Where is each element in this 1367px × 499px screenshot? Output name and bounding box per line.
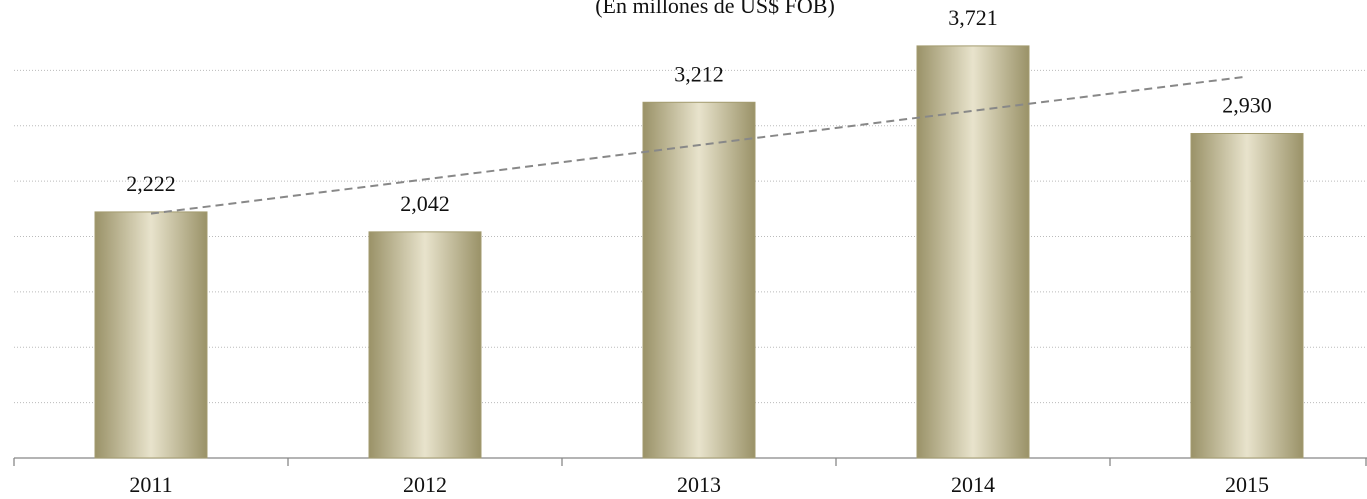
data-label: 2,222 (126, 171, 176, 196)
data-label: 3,212 (674, 61, 724, 86)
x-tick-label: 2011 (129, 472, 172, 497)
x-tick-label: 2013 (677, 472, 721, 497)
x-tick-label: 2015 (1225, 472, 1269, 497)
x-tick-label: 2014 (951, 472, 995, 497)
data-label: 2,930 (1222, 93, 1272, 118)
data-label: 3,721 (948, 5, 998, 30)
bar (642, 101, 756, 459)
bar (1190, 133, 1304, 459)
bar (916, 45, 1030, 459)
bar (94, 211, 208, 459)
bar (368, 231, 482, 459)
chart-subtitle: (En millones de US$ FOB) (595, 0, 835, 18)
trendline (150, 75, 1248, 215)
data-label: 2,042 (400, 191, 450, 216)
x-tick-label: 2012 (403, 472, 447, 497)
